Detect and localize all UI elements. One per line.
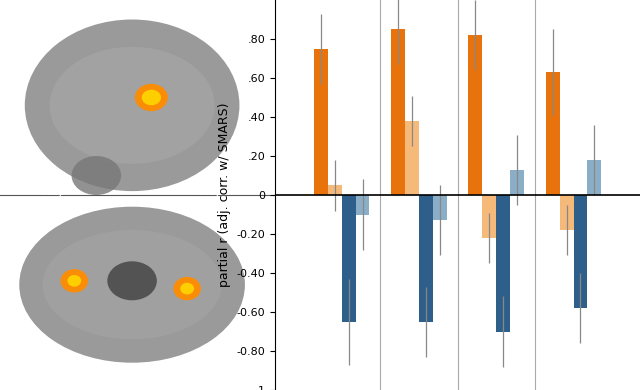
Text: INSp: INSp xyxy=(41,187,67,197)
Bar xyxy=(559,195,573,230)
Bar xyxy=(510,170,524,195)
Ellipse shape xyxy=(180,283,194,294)
Ellipse shape xyxy=(173,277,201,300)
Ellipse shape xyxy=(19,207,245,363)
Ellipse shape xyxy=(67,275,81,287)
Bar xyxy=(483,195,496,238)
Bar xyxy=(546,72,559,195)
Text: x = -8: x = -8 xyxy=(14,226,48,236)
Bar xyxy=(468,35,483,195)
Y-axis label: partial r (adj. corr. w/ SMARS): partial r (adj. corr. w/ SMARS) xyxy=(218,103,231,287)
Text: INSp: INSp xyxy=(198,187,224,197)
Bar xyxy=(356,195,369,215)
Text: MCC: MCC xyxy=(136,8,166,21)
Text: z = 7: z = 7 xyxy=(14,353,43,363)
Bar xyxy=(342,195,356,322)
Bar xyxy=(328,185,342,195)
Ellipse shape xyxy=(141,90,161,105)
Ellipse shape xyxy=(108,261,157,300)
Bar xyxy=(433,195,447,220)
Ellipse shape xyxy=(72,156,121,195)
Ellipse shape xyxy=(61,269,88,292)
Bar xyxy=(391,29,405,195)
Bar xyxy=(588,160,602,195)
Bar xyxy=(405,121,419,195)
Ellipse shape xyxy=(135,84,168,111)
Bar xyxy=(314,49,328,195)
Ellipse shape xyxy=(25,20,239,191)
Bar xyxy=(419,195,433,322)
Ellipse shape xyxy=(49,47,214,164)
Bar xyxy=(496,195,510,332)
Text: LH: LH xyxy=(239,353,253,363)
Ellipse shape xyxy=(43,230,221,339)
Bar xyxy=(573,195,588,308)
